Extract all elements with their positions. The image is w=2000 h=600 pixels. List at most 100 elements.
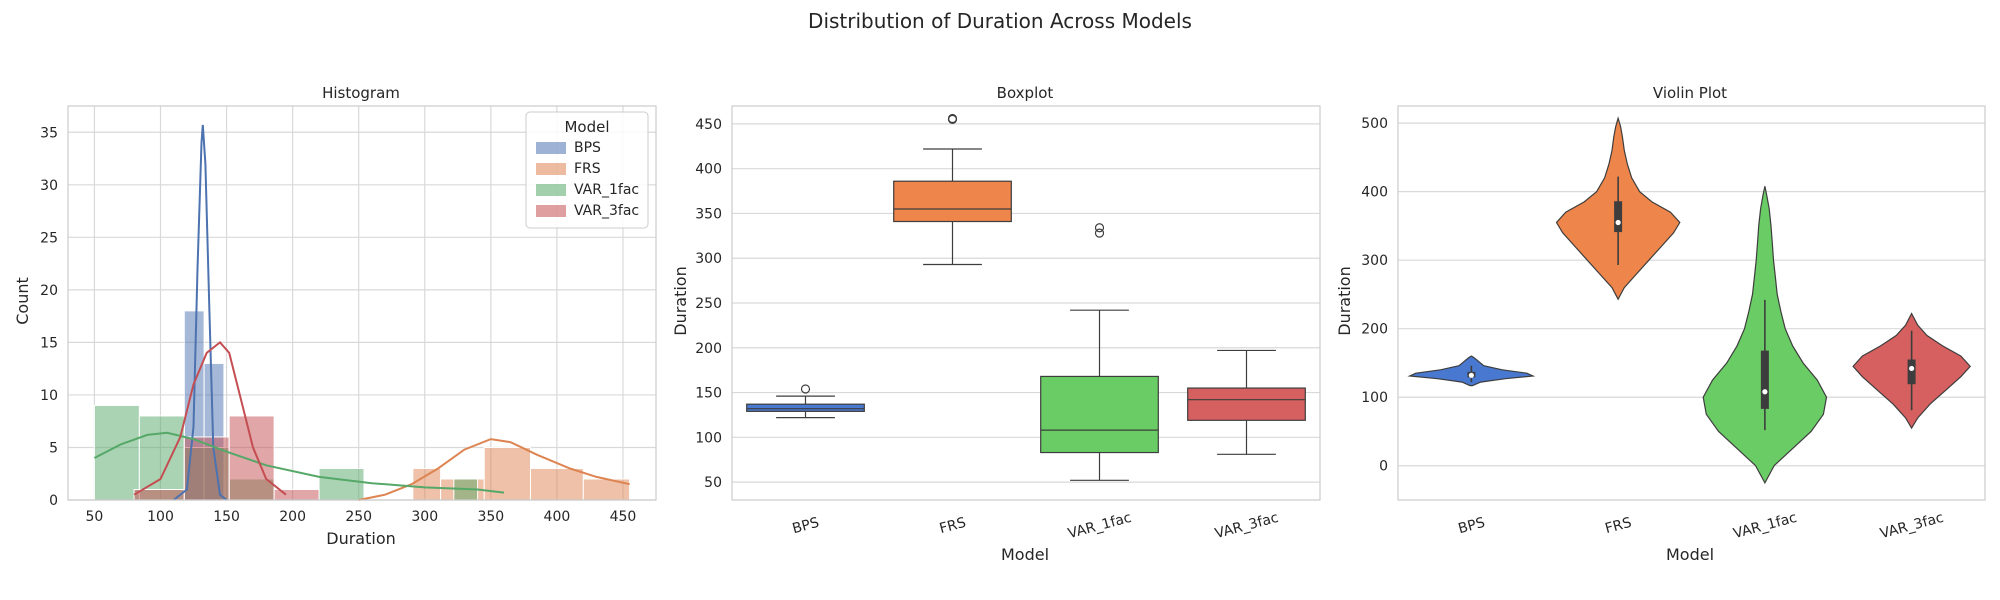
x-tick-label: VAR_3fac <box>1213 510 1280 542</box>
x-tick-label: 250 <box>345 509 372 525</box>
violin-iqr-box <box>1907 359 1916 385</box>
y-tick-label: 50 <box>704 475 722 491</box>
legend-label: VAR_1fac <box>574 182 639 198</box>
histogram-bar <box>318 467 365 501</box>
y-tick-label: 5 <box>49 440 58 456</box>
x-tick-label: 400 <box>544 509 571 525</box>
x-tick-label: VAR_1fac <box>1732 510 1799 542</box>
y-tick-label: 0 <box>1379 459 1388 475</box>
violin-VAR_3fac <box>1852 312 1972 430</box>
legend-swatch <box>536 184 566 196</box>
legend-label: FRS <box>574 161 601 177</box>
violin-median-dot <box>1468 372 1474 378</box>
violin-title: Violin Plot <box>1653 84 1727 102</box>
histogram-panel: Histogram Duration Count 50 100 150 200 250 3… <box>13 84 657 548</box>
y-tick-label: 25 <box>40 230 58 246</box>
legend-swatch <box>536 142 566 154</box>
histogram-xlabel: Duration <box>326 529 396 548</box>
x-tick-label: 150 <box>213 509 240 525</box>
y-tick-label: 0 <box>49 493 58 509</box>
violin-ylabel: Duration <box>1335 266 1354 336</box>
plot-frame <box>1397 105 1986 501</box>
x-tick-label: 300 <box>411 509 438 525</box>
histogram-title: Histogram <box>322 84 400 102</box>
y-tick-label: 350 <box>695 206 722 222</box>
y-tick-label: 300 <box>1361 253 1388 269</box>
boxplot-ylabel: Duration <box>671 266 690 336</box>
y-tick-label: 100 <box>695 430 722 446</box>
violin-panel: Violin Plot Model Duration 0 100 200 300 400… <box>1335 84 1986 564</box>
y-tick-label: 300 <box>695 251 722 267</box>
violin-VAR_1fac <box>1702 186 1828 485</box>
y-tick-label: 250 <box>695 296 722 312</box>
x-tick-label: 200 <box>279 509 306 525</box>
histogram-bar <box>93 404 140 501</box>
boxplot-title: Boxplot <box>997 84 1054 102</box>
x-tick-label: FRS <box>1603 515 1633 537</box>
outlier-point <box>947 113 958 124</box>
x-tick-label: 50 <box>86 509 104 525</box>
box-VAR_3fac <box>1187 349 1306 455</box>
y-tick-label: 30 <box>40 178 58 194</box>
violin-median-dot <box>1762 389 1768 395</box>
legend-swatch <box>536 163 566 175</box>
y-tick-label: 150 <box>695 386 722 402</box>
histogram-ylabel: Count <box>13 277 32 325</box>
violin-BPS <box>1407 355 1536 387</box>
histogram-bar <box>228 415 275 501</box>
legend-box <box>525 111 649 229</box>
plot-frame <box>731 105 1321 501</box>
outlier-point <box>1094 223 1105 233</box>
legend-title: Model <box>564 118 609 136</box>
x-tick-label: 100 <box>147 509 174 525</box>
x-tick-label: FRS <box>938 515 968 537</box>
box-body <box>1187 387 1306 421</box>
box-body <box>1040 375 1159 454</box>
legend-label: BPS <box>574 140 601 156</box>
y-tick-label: 100 <box>1361 390 1388 406</box>
y-tick-label: 500 <box>1361 116 1388 132</box>
histogram-bar <box>529 467 584 501</box>
x-tick-label: BPS <box>1457 515 1487 537</box>
kde-line <box>173 124 228 501</box>
histogram-bar <box>483 446 531 501</box>
violin-iqr-box <box>1760 350 1769 409</box>
box-BPS <box>746 384 865 419</box>
y-tick-label: 400 <box>695 162 722 178</box>
y-tick-label: 450 <box>695 117 722 133</box>
legend-swatch <box>536 205 566 217</box>
y-tick-label: 10 <box>40 388 58 404</box>
kde-line <box>133 341 287 496</box>
box-body <box>746 403 865 412</box>
violin-median-dot <box>1909 365 1915 372</box>
histogram-bar <box>412 467 442 501</box>
y-tick-label: 200 <box>695 341 722 357</box>
y-tick-label: 400 <box>1361 185 1388 201</box>
outlier-point <box>800 384 811 394</box>
legend: Model BPS FRS VAR_1fac VAR_3fac <box>525 111 649 229</box>
x-tick-label: BPS <box>791 515 821 537</box>
kde-line <box>358 438 630 501</box>
plot-frame <box>67 105 657 501</box>
legend-label: VAR_3fac <box>574 203 639 219</box>
y-tick-label: 15 <box>40 335 58 351</box>
y-tick-label: 200 <box>1361 322 1388 338</box>
box-body <box>893 180 1012 223</box>
kde-line <box>93 431 505 494</box>
y-tick-label: 35 <box>40 125 58 141</box>
y-tick-label: 20 <box>40 283 58 299</box>
violin-FRS <box>1555 116 1681 301</box>
boxplot-xlabel: Model <box>1001 545 1049 564</box>
boxplot-panel: Boxplot Model Duration 50 100 150 200 250 300… <box>671 84 1321 564</box>
x-tick-label: VAR_3fac <box>1878 510 1945 542</box>
violin-iqr-box <box>1614 201 1623 233</box>
violin-xlabel: Model <box>1666 545 1714 564</box>
outlier-point <box>1094 228 1105 238</box>
figure-title: Distribution of Duration Across Models <box>808 9 1192 33</box>
x-tick-label: VAR_1fac <box>1066 510 1133 542</box>
x-tick-label: 450 <box>610 509 637 525</box>
box-VAR_1fac <box>1040 223 1159 481</box>
box-FRS <box>893 113 1012 266</box>
violin-median-dot <box>1615 219 1621 226</box>
